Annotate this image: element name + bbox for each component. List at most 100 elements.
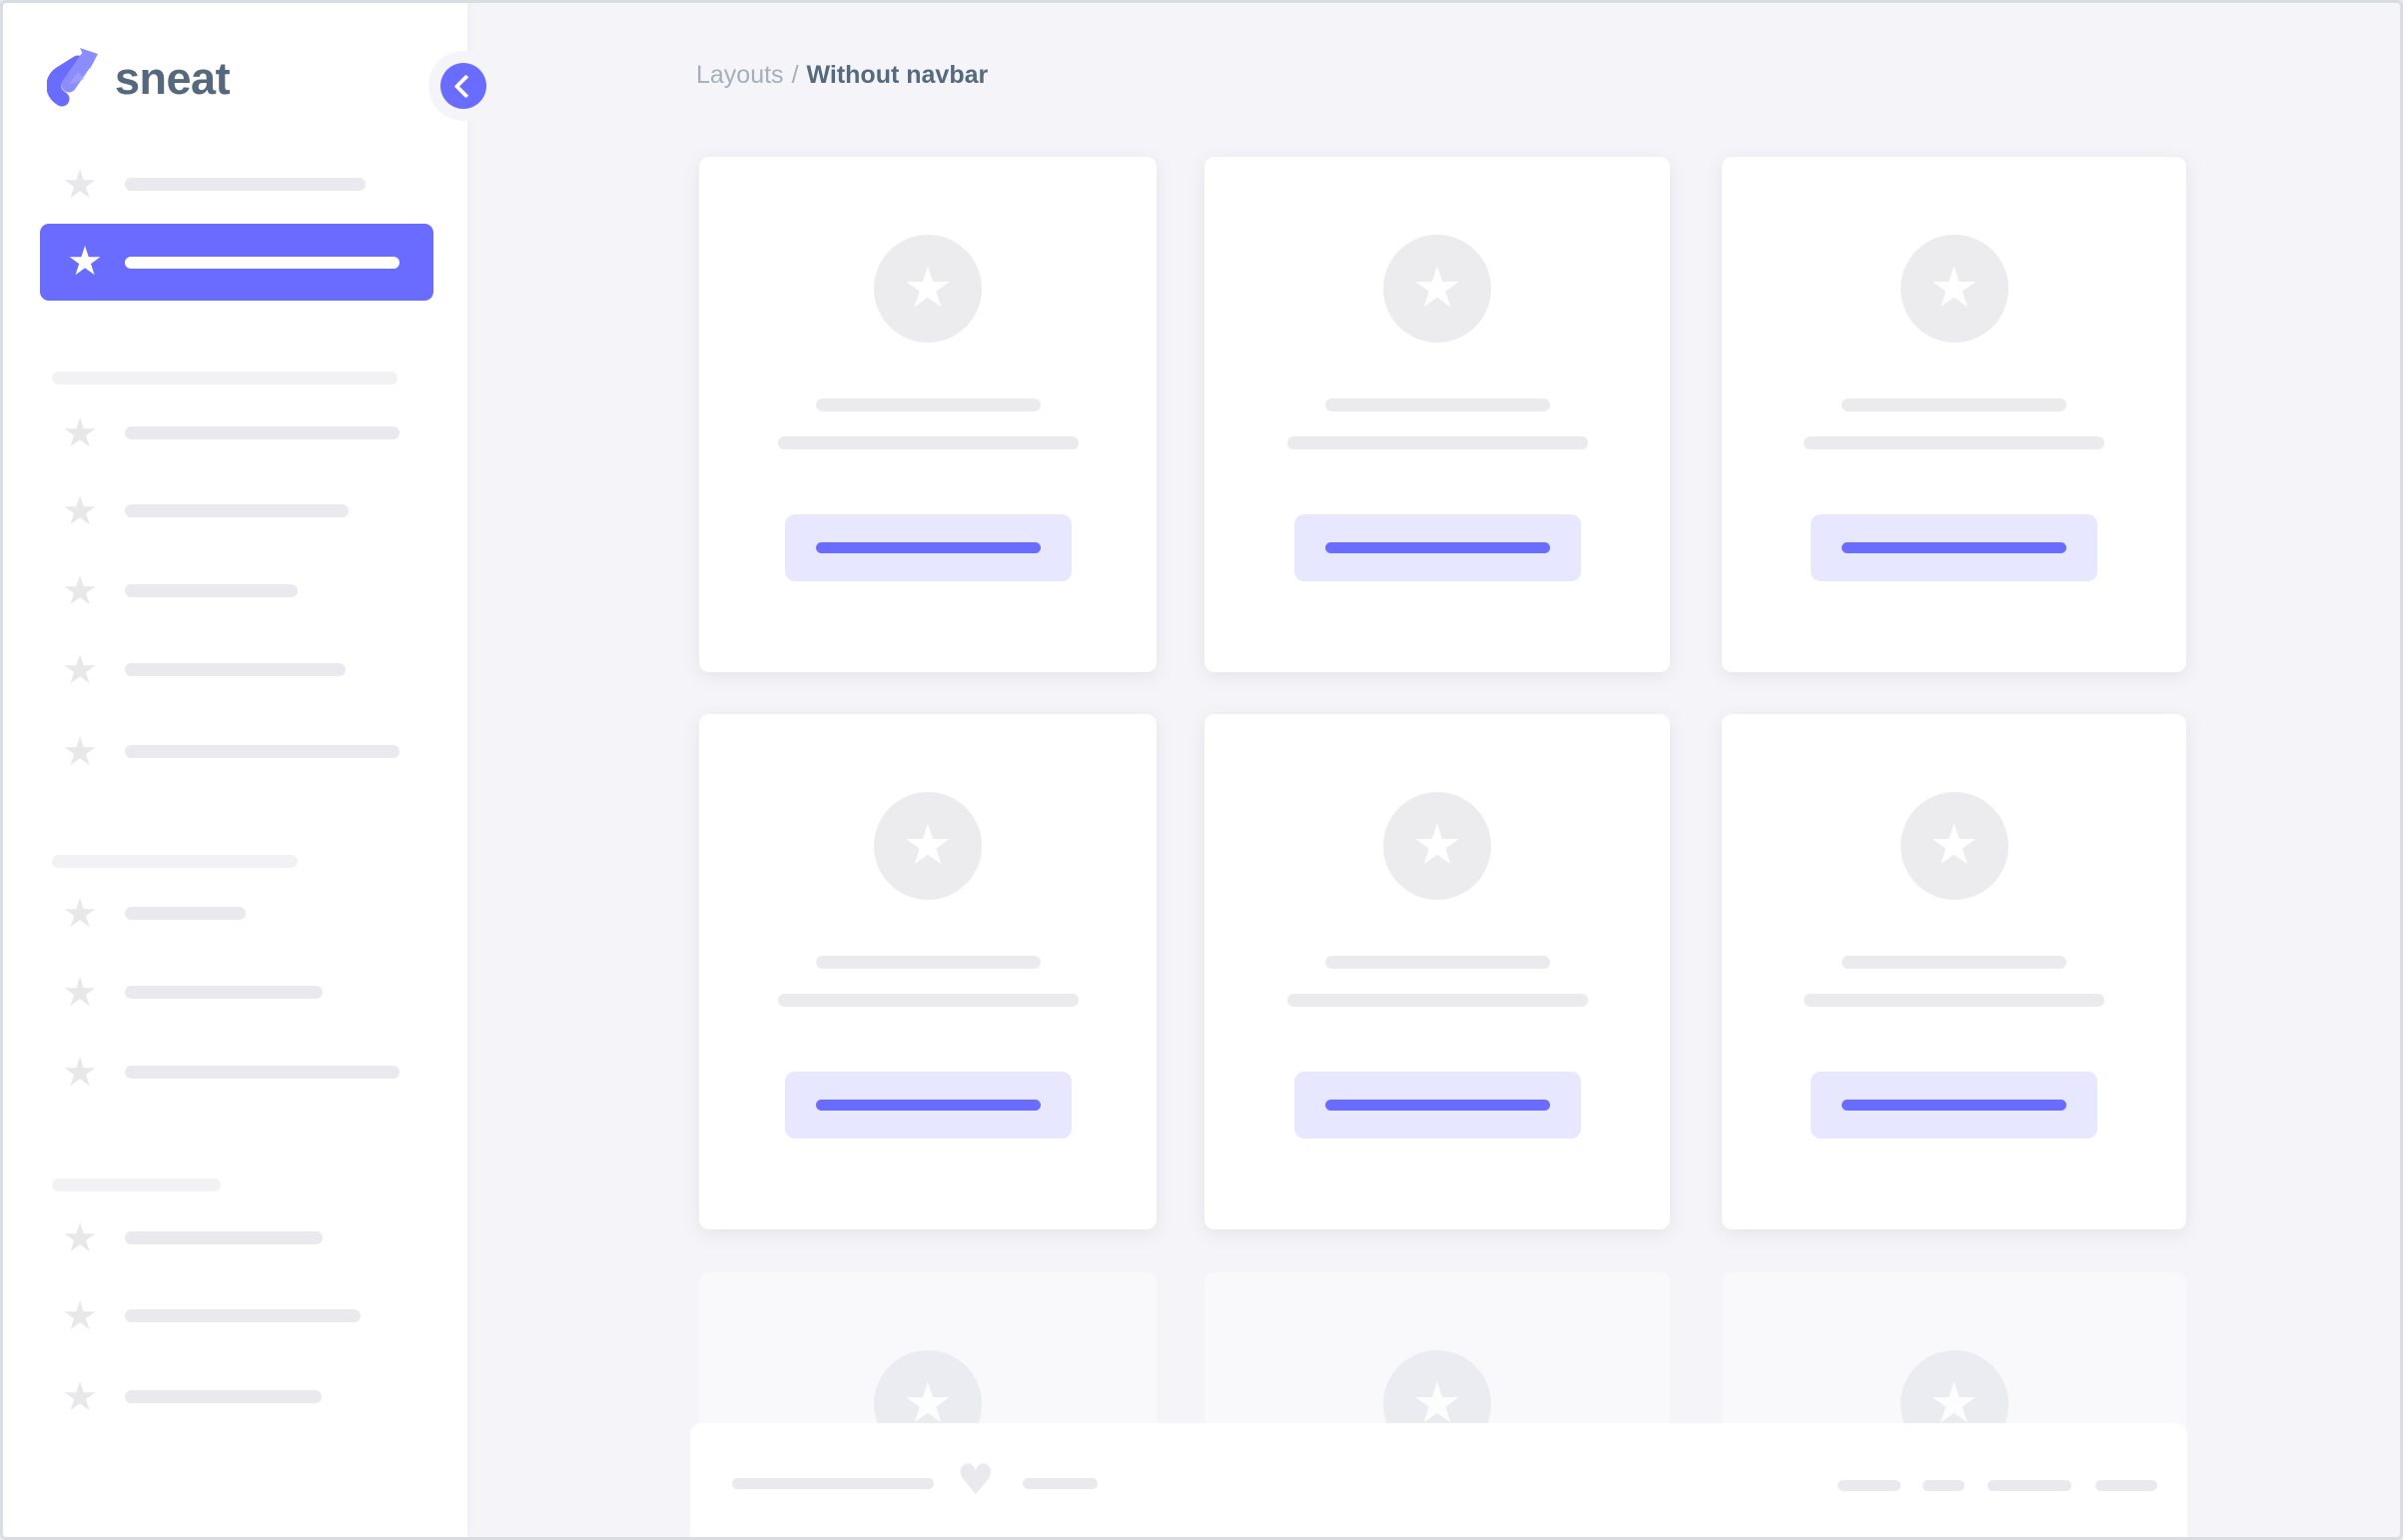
sidebar-item[interactable]: ★ — [3, 567, 467, 615]
sidebar-item[interactable]: ★ — [3, 890, 467, 938]
button-label-placeholder — [1842, 1100, 2066, 1111]
sidebar-item-active[interactable]: ★ — [40, 224, 433, 301]
text-placeholder — [815, 398, 1041, 411]
menu-item-placeholder — [125, 1390, 322, 1403]
sidebar-item[interactable]: ★ — [3, 1373, 467, 1421]
button-placeholder[interactable] — [1811, 1072, 2097, 1139]
menu-item-placeholder — [125, 426, 400, 439]
footer: ♥ — [690, 1423, 2187, 1537]
sneat-logo-icon — [46, 45, 99, 112]
placeholder-card: ★ — [1722, 714, 2186, 1229]
button-placeholder[interactable] — [1293, 514, 1581, 581]
sidebar-item[interactable]: ★ — [3, 1049, 467, 1097]
button-placeholder[interactable] — [1811, 514, 2097, 581]
author-placeholder — [1023, 1478, 1098, 1489]
button-label-placeholder — [1324, 542, 1550, 553]
placeholder-card: ★ — [1204, 714, 1670, 1229]
menu-item-placeholder — [125, 907, 246, 920]
sidebar-item[interactable]: ★ — [3, 728, 467, 776]
menu-section-header-placeholder — [52, 855, 298, 868]
menu-item-placeholder — [125, 504, 349, 517]
star-icon: ★ — [62, 488, 98, 534]
menu-item-placeholder — [125, 584, 298, 597]
footer-link-placeholder — [1923, 1480, 1965, 1491]
avatar-placeholder: ★ — [874, 235, 982, 343]
text-placeholder — [1286, 436, 1588, 449]
footer-link-placeholder — [1988, 1480, 2071, 1491]
button-placeholder[interactable] — [784, 514, 1072, 581]
star-icon: ★ — [1411, 256, 1463, 321]
text-placeholder — [815, 956, 1041, 969]
star-icon: ★ — [1411, 1371, 1463, 1436]
menu-item-placeholder — [125, 1231, 323, 1244]
breadcrumb-current: Without navbar — [806, 61, 989, 89]
placeholder-card: ★ — [699, 157, 1157, 672]
menu-item-placeholder — [125, 178, 366, 191]
star-icon: ★ — [62, 1215, 98, 1261]
footer-link-placeholder — [1838, 1480, 1901, 1491]
breadcrumb-separator: / — [791, 61, 799, 89]
menu-item-placeholder — [125, 663, 346, 676]
text-placeholder — [1842, 956, 2066, 969]
copyright-placeholder — [732, 1478, 934, 1489]
menu-item-placeholder — [125, 986, 323, 999]
sidebar-item[interactable]: ★ — [3, 409, 467, 457]
button-label-placeholder — [815, 1100, 1041, 1111]
sidebar-item[interactable]: ★ — [3, 646, 467, 694]
text-placeholder — [1842, 398, 2066, 411]
brand-link[interactable]: sneat — [46, 45, 231, 112]
star-icon: ★ — [62, 1293, 98, 1339]
button-placeholder[interactable] — [1293, 1072, 1581, 1139]
brand-text: sneat — [115, 53, 231, 104]
sidebar-item[interactable]: ★ — [3, 1292, 467, 1340]
sidebar-item[interactable]: ★ — [3, 487, 467, 535]
avatar-placeholder: ★ — [1900, 235, 2008, 343]
text-placeholder — [1804, 436, 2104, 449]
button-label-placeholder — [1324, 1100, 1550, 1111]
avatar-placeholder: ★ — [1900, 792, 2008, 900]
star-icon: ★ — [62, 729, 98, 775]
menu-item-placeholder — [125, 745, 400, 758]
star-icon: ★ — [902, 256, 954, 321]
button-label-placeholder — [1842, 542, 2066, 553]
text-placeholder — [777, 994, 1079, 1007]
sidebar-collapse-button[interactable] — [428, 51, 498, 121]
footer-link-placeholder — [2095, 1480, 2157, 1491]
sidebar-item[interactable]: ★ — [3, 1214, 467, 1262]
avatar-placeholder: ★ — [874, 792, 982, 900]
star-icon: ★ — [62, 410, 98, 456]
star-icon: ★ — [62, 162, 98, 208]
button-label-placeholder — [815, 542, 1041, 553]
chevron-left-icon — [453, 73, 478, 99]
text-placeholder — [1324, 398, 1550, 411]
breadcrumb-item-layouts: Layouts — [696, 61, 784, 89]
star-icon: ★ — [1929, 813, 1980, 878]
star-icon: ★ — [62, 647, 98, 693]
heart-icon: ♥ — [957, 1455, 995, 1504]
sidebar-item[interactable]: ★ — [3, 161, 467, 209]
text-placeholder — [777, 436, 1079, 449]
text-placeholder — [1324, 956, 1550, 969]
star-icon: ★ — [1929, 256, 1980, 321]
button-placeholder[interactable] — [784, 1072, 1072, 1139]
star-icon: ★ — [1411, 813, 1463, 878]
placeholder-card: ★ — [1722, 157, 2186, 672]
star-icon: ★ — [902, 813, 954, 878]
star-icon: ★ — [1929, 1371, 1980, 1436]
star-icon: ★ — [62, 891, 98, 937]
star-icon: ★ — [67, 239, 103, 285]
avatar-placeholder: ★ — [1383, 792, 1491, 900]
menu-section-header-placeholder — [52, 372, 398, 385]
breadcrumb: Layouts / Without navbar — [696, 61, 988, 90]
placeholder-card: ★ — [1204, 157, 1670, 672]
avatar-placeholder: ★ — [1383, 235, 1491, 343]
sidebar-item[interactable]: ★ — [3, 969, 467, 1017]
star-icon: ★ — [902, 1371, 954, 1436]
menu-item-placeholder — [125, 257, 400, 269]
star-icon: ★ — [62, 568, 98, 614]
star-icon: ★ — [62, 970, 98, 1016]
menu-item-placeholder — [125, 1309, 361, 1322]
text-placeholder — [1804, 994, 2104, 1007]
menu-section-header-placeholder — [52, 1178, 221, 1191]
